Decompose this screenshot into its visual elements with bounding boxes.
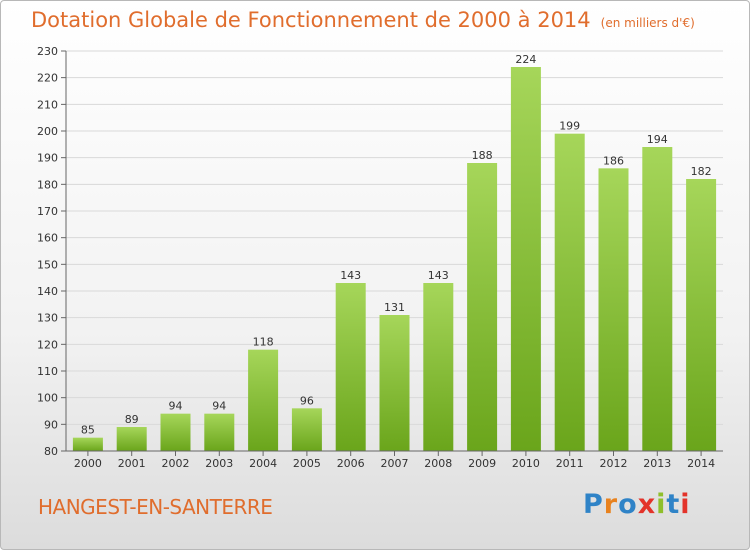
x-tick-label: 2001 (118, 457, 146, 470)
bar-value-label: 118 (253, 336, 274, 349)
bar (510, 67, 541, 451)
x-tick-label: 2012 (600, 457, 628, 470)
y-tick-label: 230 (37, 45, 58, 58)
bar-value-label: 131 (384, 301, 405, 314)
bar (554, 133, 585, 451)
bar (467, 163, 498, 451)
bar-value-label: 186 (603, 154, 624, 167)
bar (160, 413, 191, 451)
y-tick-label: 110 (37, 365, 58, 378)
logo-letter: r (603, 489, 619, 520)
bar (72, 437, 103, 451)
bar (598, 168, 629, 452)
x-tick-label: 2008 (424, 457, 452, 470)
y-tick-label: 100 (37, 392, 58, 405)
bar (335, 283, 366, 451)
y-axis: 80 90 100 110 120 130 140 150 160 170 180 190 200 210… (37, 45, 67, 458)
logo-letter: x (637, 489, 657, 520)
bar-value-label: 85 (81, 424, 95, 437)
x-tick-label: 2004 (249, 457, 277, 470)
bar-value-label: 194 (647, 133, 668, 146)
chart-subtitle: (en milliers d'€) (600, 16, 695, 30)
bar (379, 315, 410, 451)
bar (248, 349, 279, 451)
x-tick-label: 2007 (381, 457, 409, 470)
logo-letter: i (656, 489, 667, 520)
place-name: HANGEST-EN-SANTERRE (38, 495, 273, 519)
bar-value-label: 143 (340, 269, 361, 282)
bar-value-label: 224 (515, 53, 536, 66)
x-tick-label: 2005 (293, 457, 321, 470)
y-tick-label: 170 (37, 205, 58, 218)
bar (291, 408, 322, 451)
y-tick-label: 190 (37, 152, 58, 165)
x-tick-label: 2000 (74, 457, 102, 470)
y-tick-label: 180 (37, 178, 58, 191)
y-tick-label: 140 (37, 285, 58, 298)
bar-value-label: 89 (125, 413, 139, 426)
bar (423, 283, 454, 451)
y-tick-label: 150 (37, 258, 58, 271)
bar-value-label: 182 (691, 165, 712, 178)
x-tick-label: 2003 (205, 457, 233, 470)
bar-value-label: 96 (300, 394, 314, 407)
y-tick-label: 220 (37, 72, 58, 85)
bar-value-label: 94 (212, 400, 226, 413)
bar (204, 413, 235, 451)
logo-letter: P (583, 489, 604, 520)
y-tick-label: 80 (44, 445, 58, 458)
x-tick-label: 2006 (337, 457, 365, 470)
y-tick-label: 90 (44, 418, 58, 431)
bar-value-label: 188 (472, 149, 493, 162)
chart-title: Dotation Globale de Fonctionnement de 20… (31, 8, 695, 32)
chart-title-text: Dotation Globale de Fonctionnement de 20… (31, 8, 591, 32)
x-tick-label: 2009 (468, 457, 496, 470)
bar-value-label: 143 (428, 269, 449, 282)
bar-value-label: 199 (559, 120, 580, 133)
y-tick-label: 130 (37, 312, 58, 325)
y-tick-label: 210 (37, 98, 58, 111)
logo-letter: i (680, 489, 691, 520)
logo-letter: t (666, 489, 681, 520)
proxiti-logo[interactable]: Proxiti (583, 489, 691, 520)
x-tick-label: 2002 (162, 457, 190, 470)
bar (116, 427, 147, 451)
x-axis: 2000 2001 2002 2003 2004 2005 2006 2007 2008 2009… (66, 450, 723, 470)
x-tick-label: 2010 (512, 457, 540, 470)
bar (686, 179, 717, 451)
bar-value-label: 94 (169, 400, 183, 413)
y-tick-label: 120 (37, 338, 58, 351)
logo-letter: o (618, 489, 638, 520)
x-tick-label: 2011 (556, 457, 584, 470)
bars: 85 89 94 94 118 96 143 131 143 188 224 199 186 194 182 (72, 53, 717, 452)
x-tick-label: 2013 (643, 457, 671, 470)
x-tick-label: 2014 (687, 457, 715, 470)
bar (642, 147, 673, 451)
y-tick-label: 160 (37, 232, 58, 245)
y-tick-label: 200 (37, 125, 58, 138)
